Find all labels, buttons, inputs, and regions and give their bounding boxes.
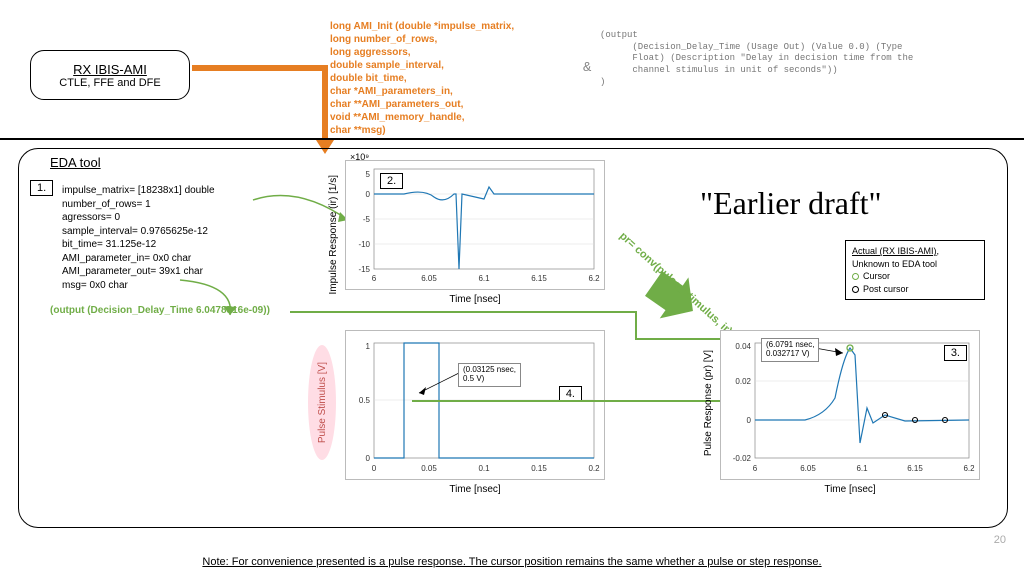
- green-route-c: [635, 338, 725, 340]
- green-arrow-to-chart2: [248, 190, 358, 240]
- eda-label: EDA tool: [50, 155, 101, 170]
- svg-text:0.5: 0.5: [359, 396, 371, 405]
- svg-text:6.1: 6.1: [856, 464, 868, 473]
- svg-text:0: 0: [747, 416, 752, 425]
- green-route-a: [290, 311, 635, 313]
- svg-text:6: 6: [372, 274, 377, 283]
- ami-line: char **AMI_parameters_out,: [330, 98, 514, 111]
- param-line: agressors= 0: [62, 211, 215, 225]
- svg-text:0.1: 0.1: [478, 464, 490, 473]
- svg-text:0.04: 0.04: [735, 342, 751, 351]
- footnote-text: Note: For convenience presented is a pul…: [0, 556, 1024, 568]
- rx-title: RX IBIS-AMI: [73, 62, 147, 77]
- svg-text:0.15: 0.15: [531, 464, 547, 473]
- chart2-ylabel: Impulse Response (ir) [1/s]: [328, 175, 339, 295]
- svg-text:-15: -15: [358, 265, 370, 274]
- svg-text:0: 0: [366, 190, 371, 199]
- legend-post: Post cursor: [863, 283, 909, 296]
- svg-text:6.2: 6.2: [963, 464, 975, 473]
- chart4-svg: 0 0.5 1 0 0.05 0.1 0.15 0.2: [346, 331, 606, 481]
- legend-box: Actual (RX IBIS-AMI), Unknown to EDA too…: [845, 240, 985, 300]
- step-1-box: 1.: [30, 178, 53, 196]
- chart4-xlabel: Time [nsec]: [345, 484, 605, 495]
- param-line: impulse_matrix= [18238x1] double: [62, 184, 215, 198]
- chart3-ylabel: Pulse Response (pr) [V]: [703, 350, 714, 456]
- cursor-marker-icon: [852, 273, 859, 280]
- chart3-xlabel: Time [nsec]: [720, 484, 980, 495]
- step-num-1: 1.: [30, 180, 53, 196]
- svg-text:6.15: 6.15: [531, 274, 547, 283]
- svg-text:-0.02: -0.02: [733, 454, 752, 463]
- chart-impulse-response: 0 -5 -10 -15 5 6 6.05 6.1 6.15 6.2 2.: [345, 160, 605, 290]
- param-line: number_of_rows= 1: [62, 198, 215, 212]
- svg-text:0: 0: [372, 464, 377, 473]
- svg-text:6: 6: [753, 464, 758, 473]
- svg-text:6.1: 6.1: [478, 274, 490, 283]
- chart-pulse-response: -0.02 0 0.02 0.04 6 6.05 6.1 6.15 6.2 (6…: [720, 330, 980, 480]
- output-spec-code: (output (Decision_Delay_Time (Usage Out)…: [600, 30, 913, 88]
- svg-text:0.02: 0.02: [735, 377, 751, 386]
- legend-title2: Unknown to EDA tool: [852, 258, 978, 271]
- legend-cursor: Cursor: [863, 270, 890, 283]
- svg-text:-10: -10: [358, 240, 370, 249]
- earlier-draft-title: "Earlier draft": [700, 185, 882, 222]
- param-line: sample_interval= 0.9765625e-12: [62, 225, 215, 239]
- chart4-annotation: (0.03125 nsec, 0.5 V): [458, 363, 521, 387]
- orange-arrow-vert: [322, 65, 328, 145]
- svg-text:-5: -5: [363, 215, 371, 224]
- rx-ibis-box: RX IBIS-AMI CTLE, FFE and DFE: [30, 50, 190, 100]
- ampersand: &: [583, 60, 591, 76]
- ami-line: double sample_interval,: [330, 59, 514, 72]
- ami-line: long number_of_rows,: [330, 33, 514, 46]
- post-marker-icon: [852, 286, 859, 293]
- green-arrow-to-output: [175, 275, 275, 320]
- ami-line: double bit_time,: [330, 72, 514, 85]
- ami-line: long AMI_Init (double *impulse_matrix,: [330, 20, 514, 33]
- chart3-svg: -0.02 0 0.02 0.04 6 6.05 6.1 6.15 6.2: [721, 331, 981, 481]
- ami-line: char **msg): [330, 124, 514, 137]
- svg-text:6.05: 6.05: [800, 464, 816, 473]
- svg-text:0.2: 0.2: [588, 464, 600, 473]
- header-region: RX IBIS-AMI CTLE, FFE and DFE long AMI_I…: [0, 0, 1024, 135]
- ami-init-code: long AMI_Init (double *impulse_matrix, l…: [330, 20, 514, 137]
- param-line: bit_time= 31.125e-12: [62, 238, 215, 252]
- pulse-oval-label: Pulse Stimulus [V]: [317, 362, 328, 443]
- pulse-stimulus-oval: Pulse Stimulus [V]: [308, 345, 336, 460]
- svg-text:6.2: 6.2: [588, 274, 600, 283]
- orange-arrow-horiz: [192, 65, 328, 71]
- chart-pulse-stimulus: 0 0.5 1 0 0.05 0.1 0.15 0.2 (0.03125 nse…: [345, 330, 605, 480]
- page-number: 20: [994, 534, 1006, 546]
- legend-title1: Actual (RX IBIS-AMI): [852, 246, 937, 256]
- chart2-xlabel: Time [nsec]: [345, 294, 605, 305]
- step-num-3: 3.: [944, 345, 967, 361]
- ami-line: void **AMI_memory_handle,: [330, 111, 514, 124]
- rx-subtitle: CTLE, FFE and DFE: [59, 77, 160, 89]
- svg-text:0: 0: [366, 454, 371, 463]
- svg-text:1: 1: [366, 342, 371, 351]
- ami-line: char *AMI_parameters_in,: [330, 85, 514, 98]
- ami-line: long aggressors,: [330, 46, 514, 59]
- param-line: AMI_parameter_in= 0x0 char: [62, 252, 215, 266]
- svg-text:6.15: 6.15: [907, 464, 923, 473]
- divider: [0, 138, 1024, 140]
- svg-text:0.05: 0.05: [421, 464, 437, 473]
- svg-text:6.05: 6.05: [421, 274, 437, 283]
- svg-text:5: 5: [366, 170, 371, 179]
- chart3-annotation: (6.0791 nsec, 0.032717 V): [761, 338, 819, 362]
- green-route-b: [635, 311, 637, 340]
- step-num-2: 2.: [380, 173, 403, 189]
